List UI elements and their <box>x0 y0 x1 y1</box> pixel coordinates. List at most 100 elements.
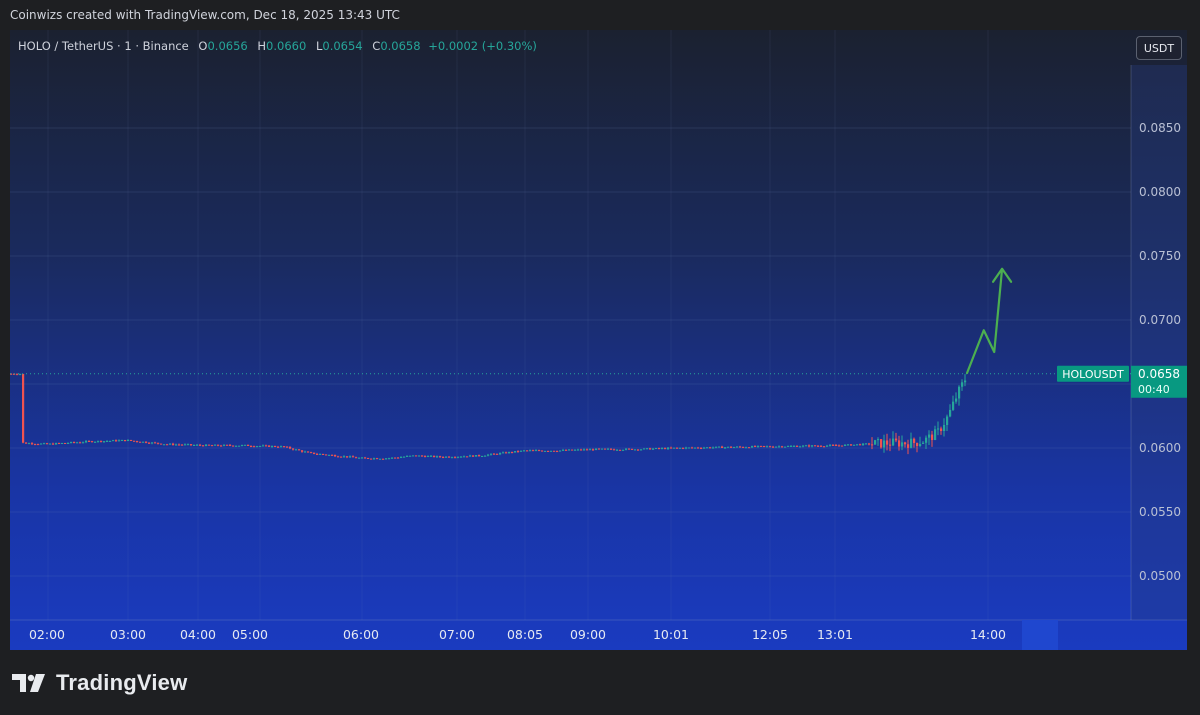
candle <box>658 448 661 450</box>
candle <box>289 446 292 449</box>
candle <box>220 445 223 447</box>
candle <box>772 446 775 448</box>
candle <box>919 443 922 447</box>
time-tick-label: 03:00 <box>110 627 146 642</box>
candle <box>481 456 484 458</box>
candle <box>562 449 565 451</box>
candle <box>337 456 340 458</box>
candle <box>748 447 751 449</box>
candle <box>373 458 376 460</box>
candle <box>532 450 535 452</box>
candle <box>877 439 880 441</box>
candle <box>619 449 622 451</box>
candle <box>196 444 199 446</box>
candle <box>76 442 79 444</box>
candle <box>763 445 766 447</box>
time-tick-label: 04:00 <box>180 627 216 642</box>
candle <box>112 440 115 442</box>
candle <box>256 446 259 448</box>
candle <box>442 457 445 459</box>
candle <box>526 450 529 452</box>
last-price-tag[interactable] <box>1131 365 1187 398</box>
candle <box>307 451 310 453</box>
candle <box>895 438 898 441</box>
tradingview-logo[interactable]: TradingView <box>12 668 187 698</box>
candle <box>166 444 169 446</box>
candle <box>394 457 397 459</box>
candle <box>721 446 724 449</box>
candle <box>787 445 790 447</box>
candle <box>271 446 274 448</box>
candle <box>880 439 883 448</box>
candle <box>679 447 682 449</box>
candle <box>157 442 160 444</box>
candle <box>418 455 421 457</box>
candle <box>40 443 43 445</box>
candle <box>37 444 40 446</box>
candle <box>682 447 685 449</box>
candle <box>67 442 70 444</box>
candle <box>499 453 502 455</box>
candle <box>268 445 271 447</box>
candle <box>454 457 457 459</box>
candle <box>925 437 928 443</box>
candle <box>541 450 544 452</box>
candle <box>154 442 157 444</box>
price-axis[interactable] <box>1131 65 1187 620</box>
symbol-tag[interactable] <box>1057 365 1129 382</box>
candle <box>295 449 298 451</box>
candle <box>934 429 937 441</box>
candle <box>475 455 478 457</box>
candle <box>859 444 862 446</box>
candle <box>286 446 289 448</box>
candle <box>661 448 664 450</box>
candle <box>634 449 637 451</box>
candle <box>655 448 658 450</box>
candle <box>214 444 217 446</box>
candle <box>325 454 328 456</box>
candle <box>367 457 370 459</box>
last-price-label: 0.0658 <box>1138 367 1180 381</box>
candle <box>844 444 847 446</box>
candle <box>400 457 403 459</box>
price-chart[interactable]: 0.05000.05500.06000.06500.07000.07500.08… <box>10 30 1187 650</box>
ohlc-legend: HOLO / TetherUS · 1 · Binance O0.0656 H0… <box>18 39 537 53</box>
chart-area[interactable]: 0.05000.05500.06000.06500.07000.07500.08… <box>10 30 1187 650</box>
candle <box>940 428 943 431</box>
candle <box>874 440 877 445</box>
candle <box>529 450 532 452</box>
candle <box>847 444 850 446</box>
candle <box>352 456 355 458</box>
candle <box>439 456 442 458</box>
candle <box>517 451 520 453</box>
candle <box>247 444 250 446</box>
candle <box>238 445 241 447</box>
open-key: O <box>198 39 208 53</box>
candle <box>490 453 493 455</box>
time-tick-label: 06:00 <box>343 627 379 642</box>
candle <box>106 441 109 443</box>
candle <box>955 398 958 402</box>
projection-arrow[interactable] <box>965 268 1004 375</box>
time-tick-label: 05:00 <box>232 627 268 642</box>
close-value: 0.0658 <box>380 39 421 53</box>
candle <box>364 457 367 459</box>
symbol-label[interactable]: HOLO / TetherUS · 1 · Binance <box>18 39 189 53</box>
candle <box>457 456 460 458</box>
candle <box>703 447 706 449</box>
candle <box>715 446 718 448</box>
currency-button[interactable]: USDT <box>1136 36 1182 60</box>
candle <box>265 445 268 447</box>
candle <box>811 445 814 447</box>
candle <box>97 440 100 442</box>
candle <box>472 455 475 457</box>
candle <box>388 458 391 460</box>
candle <box>205 444 208 447</box>
candle <box>691 447 694 449</box>
time-tick-label: 02:00 <box>29 627 65 642</box>
candle <box>16 374 19 376</box>
candle <box>46 443 49 445</box>
candle <box>448 456 451 458</box>
candle <box>304 451 307 453</box>
candle <box>262 445 265 447</box>
